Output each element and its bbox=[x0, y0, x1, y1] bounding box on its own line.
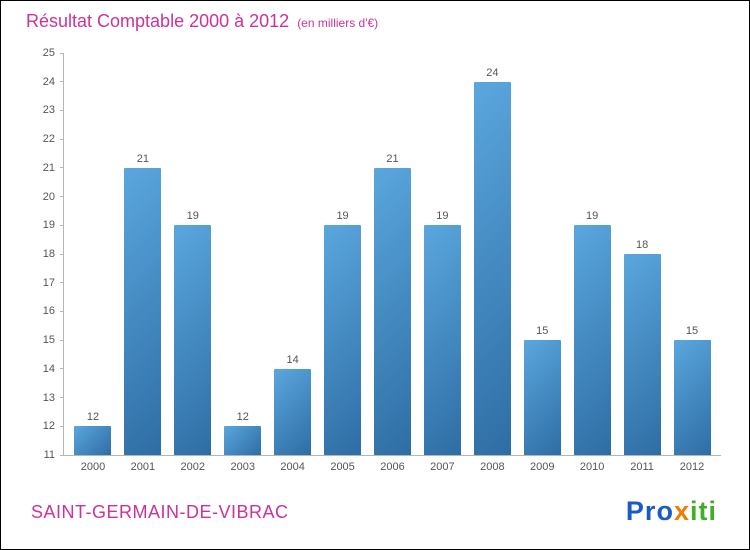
bar-value-label: 21 bbox=[136, 152, 149, 165]
y-axis-tick-mark bbox=[60, 138, 64, 140]
bar bbox=[174, 225, 212, 455]
bar-value-label: 14 bbox=[286, 353, 299, 366]
y-axis-tick-mark bbox=[60, 167, 64, 169]
y-axis-tick-mark bbox=[60, 81, 64, 83]
chart-area: 11 12 13 14 15 16 17 18 19 20 21 22 23 24 25 12 2000 21 20… bbox=[43, 47, 721, 473]
bar bbox=[74, 426, 112, 455]
x-axis-tick-label: 2001 bbox=[130, 461, 156, 473]
x-axis-tick-label: 2003 bbox=[230, 461, 255, 473]
proxiti-logo: Proxiti bbox=[626, 496, 717, 527]
bar-value-label: 19 bbox=[436, 210, 449, 223]
y-axis-tick-label: 12 bbox=[42, 420, 55, 433]
bar-group: 19 2005 bbox=[324, 53, 362, 473]
bar bbox=[623, 254, 661, 455]
x-axis-tick-label: 2002 bbox=[180, 461, 206, 473]
x-axis-tick-label: 2000 bbox=[80, 461, 106, 473]
x-axis-tick-label: 2012 bbox=[679, 461, 705, 473]
y-axis-tick-label: 24 bbox=[42, 75, 55, 88]
bar bbox=[124, 167, 162, 455]
bar-group: 12 2000 bbox=[74, 53, 112, 473]
y-axis-tick-label: 11 bbox=[43, 449, 55, 461]
bar-value-label: 19 bbox=[336, 210, 349, 223]
bar-group: 19 2007 bbox=[423, 53, 461, 473]
chart-title-text: Résultat Comptable 2000 à 2012 bbox=[26, 11, 290, 31]
bar bbox=[523, 340, 561, 455]
bar bbox=[373, 167, 411, 455]
bar bbox=[423, 225, 461, 455]
bar-value-label: 15 bbox=[685, 325, 699, 338]
logo-letter: i bbox=[708, 496, 717, 526]
bar bbox=[473, 81, 511, 455]
y-axis-tick-mark bbox=[60, 397, 64, 399]
bar-group: 19 2010 bbox=[573, 53, 611, 473]
chart-title-unit: (en milliers d'€) bbox=[297, 16, 379, 30]
x-axis-tick-label: 2008 bbox=[480, 461, 505, 473]
logo-letter: P bbox=[625, 496, 645, 526]
logo-letter: r bbox=[644, 496, 657, 526]
y-axis-tick-mark bbox=[60, 196, 64, 198]
y-axis-tick-label: 21 bbox=[42, 161, 55, 174]
y-axis-tick-mark bbox=[60, 368, 64, 370]
bar-value-label: 19 bbox=[186, 210, 199, 223]
bar-group: 21 2006 bbox=[373, 53, 411, 473]
x-axis-tick-label: 2011 bbox=[630, 461, 654, 473]
y-axis-tick-label: 25 bbox=[42, 47, 55, 59]
y-axis-tick-mark bbox=[60, 253, 64, 255]
y-axis-tick-label: 18 bbox=[42, 248, 55, 260]
location-label: SAINT-GERMAIN-DE-VIBRAC bbox=[31, 502, 289, 522]
logo-letter: t bbox=[698, 496, 709, 526]
bar-group: 12 2003 bbox=[224, 53, 262, 473]
x-axis-tick-label: 2004 bbox=[280, 461, 305, 473]
x-axis-tick-label: 2010 bbox=[579, 461, 605, 473]
logo-letter: o bbox=[656, 496, 674, 526]
bar-value-label: 12 bbox=[86, 411, 100, 424]
bar-value-label: 15 bbox=[536, 325, 549, 338]
y-axis-tick-label: 16 bbox=[42, 305, 55, 318]
y-axis-tick-mark bbox=[60, 310, 64, 312]
y-axis-tick-mark bbox=[60, 339, 64, 341]
chart-title: Résultat Comptable 2000 à 2012 (en millie… bbox=[26, 11, 378, 32]
y-axis-tick-label: 20 bbox=[42, 190, 55, 203]
x-axis-tick-label: 2005 bbox=[330, 461, 355, 473]
bar bbox=[673, 340, 711, 455]
bar bbox=[274, 368, 312, 455]
y-axis-tick-mark bbox=[60, 52, 64, 54]
bar-group: 21 2001 bbox=[124, 53, 162, 473]
y-axis-tick-label: 15 bbox=[42, 334, 55, 347]
y-axis-tick-mark bbox=[60, 282, 64, 284]
logo-letter: i bbox=[689, 496, 699, 526]
x-axis-tick-label: 2006 bbox=[380, 461, 405, 473]
x-axis-tick-label: 2009 bbox=[530, 461, 555, 473]
bar-group: 24 2008 bbox=[473, 53, 511, 473]
y-axis-tick-label: 19 bbox=[42, 219, 55, 232]
bar-group: 15 2012 bbox=[673, 53, 711, 473]
bar-value-label: 24 bbox=[486, 66, 499, 79]
plot-area: 11 12 13 14 15 16 17 18 19 20 21 22 23 24 25 12 2000 21 20… bbox=[43, 47, 721, 473]
bar-value-label: 12 bbox=[236, 411, 249, 424]
bar-value-label: 21 bbox=[386, 152, 399, 165]
bar-group: 15 2009 bbox=[523, 53, 561, 473]
y-axis-tick-label: 23 bbox=[42, 104, 55, 117]
logo-letter: x bbox=[673, 496, 690, 526]
bar bbox=[224, 426, 262, 455]
y-axis-tick-label: 13 bbox=[42, 391, 55, 404]
bar-group: 14 2004 bbox=[274, 53, 312, 473]
bar-value-label: 18 bbox=[635, 239, 649, 251]
y-axis-tick-label: 14 bbox=[42, 362, 55, 375]
bar-group: 19 2002 bbox=[174, 53, 212, 473]
bar bbox=[324, 225, 362, 455]
bar-group: 18 2011 bbox=[623, 53, 661, 473]
y-axis-tick-label: 22 bbox=[42, 133, 55, 146]
bar bbox=[573, 225, 611, 455]
y-axis-tick-label: 17 bbox=[42, 276, 55, 289]
y-axis-tick-mark bbox=[60, 425, 64, 427]
bar-value-label: 19 bbox=[586, 210, 599, 223]
y-axis-tick-mark bbox=[60, 109, 64, 111]
y-axis-tick-mark bbox=[60, 454, 64, 456]
y-axis-tick-mark bbox=[60, 224, 64, 226]
x-axis-tick-label: 2007 bbox=[430, 461, 455, 473]
